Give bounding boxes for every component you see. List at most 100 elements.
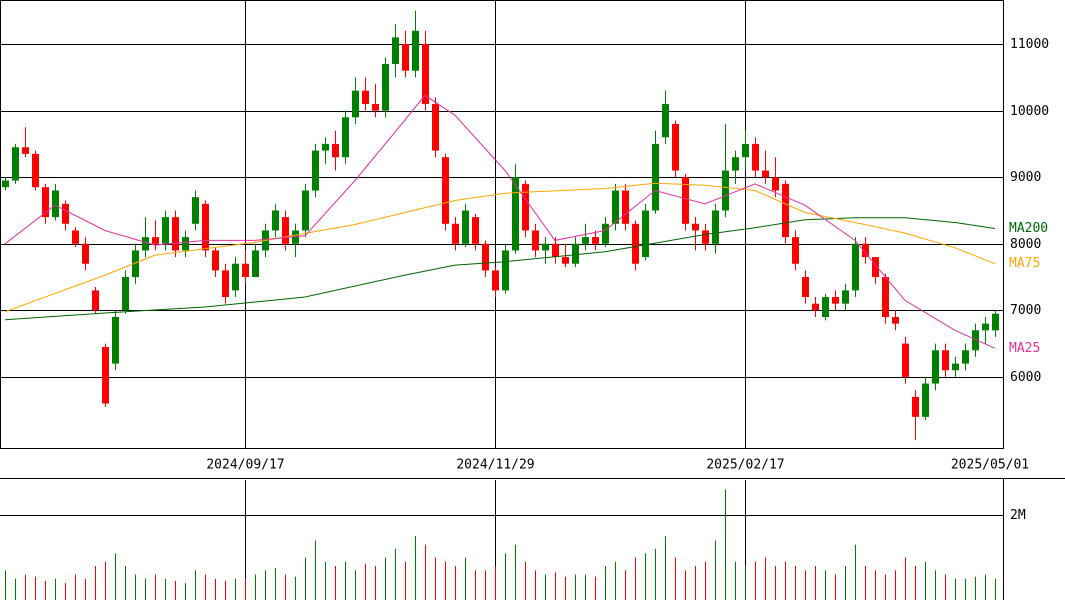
moving-average-line — [4, 94, 996, 349]
candle-body — [72, 230, 79, 244]
y-tick-label: 6000 — [1010, 370, 1041, 385]
candle-body — [352, 90, 359, 118]
candle-body — [462, 210, 469, 244]
candle-body — [312, 150, 319, 191]
candle-body — [522, 183, 529, 231]
candle-body — [832, 297, 839, 304]
candle-body — [142, 237, 149, 251]
candle-body — [712, 210, 719, 244]
candle-body — [272, 210, 279, 231]
volume-tick-label: 2M — [1010, 508, 1026, 523]
candle-body — [162, 217, 169, 244]
moving-average-line — [4, 217, 996, 321]
candle-body — [422, 44, 429, 104]
candle-body — [732, 157, 739, 171]
candle-body — [632, 223, 639, 264]
x-tick-label: 2024/11/29 — [456, 458, 534, 473]
candle-body — [222, 270, 229, 298]
candle-body — [872, 257, 879, 278]
candle-body — [82, 243, 89, 264]
candle-body — [582, 237, 589, 244]
candle-body — [492, 270, 499, 291]
y-tick-label: 11000 — [1010, 37, 1049, 52]
candle-body — [472, 217, 479, 244]
candle-body — [442, 157, 449, 224]
candle-body — [152, 237, 159, 244]
candle-body — [772, 177, 779, 191]
candle-body — [702, 230, 709, 244]
candle-body — [52, 190, 59, 218]
candle-body — [892, 316, 899, 324]
candle-body — [242, 263, 249, 278]
candle-body — [452, 223, 459, 244]
moving-average-label: MA75 — [1009, 256, 1040, 271]
candle-body — [862, 243, 869, 258]
moving-average-label: MA25 — [1009, 341, 1040, 356]
candle-body — [752, 143, 759, 171]
marks-layer: MA200 MA75 MA25 — [2, 10, 1048, 600]
moving-average-label: MA200 — [1009, 221, 1048, 236]
candle-body — [902, 343, 909, 377]
candle-body — [722, 170, 729, 211]
candle-body — [952, 363, 959, 371]
candle-body — [112, 316, 119, 364]
candle-body — [742, 143, 749, 158]
candle-body — [792, 237, 799, 264]
candle-body — [202, 203, 209, 251]
moving-average-line — [4, 182, 996, 313]
candle-body — [992, 313, 999, 331]
y-tick-label: 7000 — [1010, 303, 1041, 318]
candle-body — [842, 290, 849, 304]
price-frame — [0, 0, 1004, 449]
candle-body — [532, 230, 539, 251]
candle-body — [822, 297, 829, 317]
candle-body — [92, 290, 99, 311]
candle-body — [912, 396, 919, 417]
candle-body — [302, 190, 309, 231]
candle-body — [182, 237, 189, 251]
candle-body — [382, 64, 389, 111]
candle-body — [332, 143, 339, 158]
candle-body — [282, 217, 289, 244]
candle-body — [122, 277, 129, 311]
candle-body — [432, 103, 439, 151]
candle-body — [982, 323, 989, 331]
candle-body — [502, 250, 509, 291]
candle-body — [32, 153, 39, 188]
candle-body — [932, 350, 939, 384]
candle-body — [602, 223, 609, 244]
candle-body — [622, 190, 629, 224]
candle-body — [852, 243, 859, 291]
candle-body — [62, 203, 69, 224]
candle-body — [2, 180, 9, 188]
candle-body — [392, 37, 399, 65]
candle-body — [402, 44, 409, 71]
candle-body — [942, 350, 949, 371]
candle-body — [882, 277, 889, 317]
candle-body — [212, 250, 219, 271]
candle-body — [172, 217, 179, 251]
y-tick-label: 10000 — [1010, 104, 1049, 119]
candle-body — [652, 143, 659, 211]
candle-body — [22, 147, 29, 154]
candle-body — [802, 277, 809, 298]
candle-body — [512, 177, 519, 251]
candle-body — [412, 30, 419, 71]
candle-body — [562, 257, 569, 264]
candle-body — [572, 243, 579, 264]
candle-body — [812, 303, 819, 311]
candle-body — [362, 90, 369, 104]
candle-body — [962, 350, 969, 364]
candle-body — [252, 250, 259, 278]
candle-body — [192, 197, 199, 224]
candle-body — [102, 346, 109, 404]
x-tick-label: 2024/09/17 — [206, 458, 284, 473]
candle-body — [322, 143, 329, 151]
candle-body — [692, 223, 699, 231]
candle-body — [612, 190, 619, 224]
candle-body — [372, 103, 379, 111]
y-tick-label: 8000 — [1010, 237, 1041, 252]
candle-body — [42, 187, 49, 218]
